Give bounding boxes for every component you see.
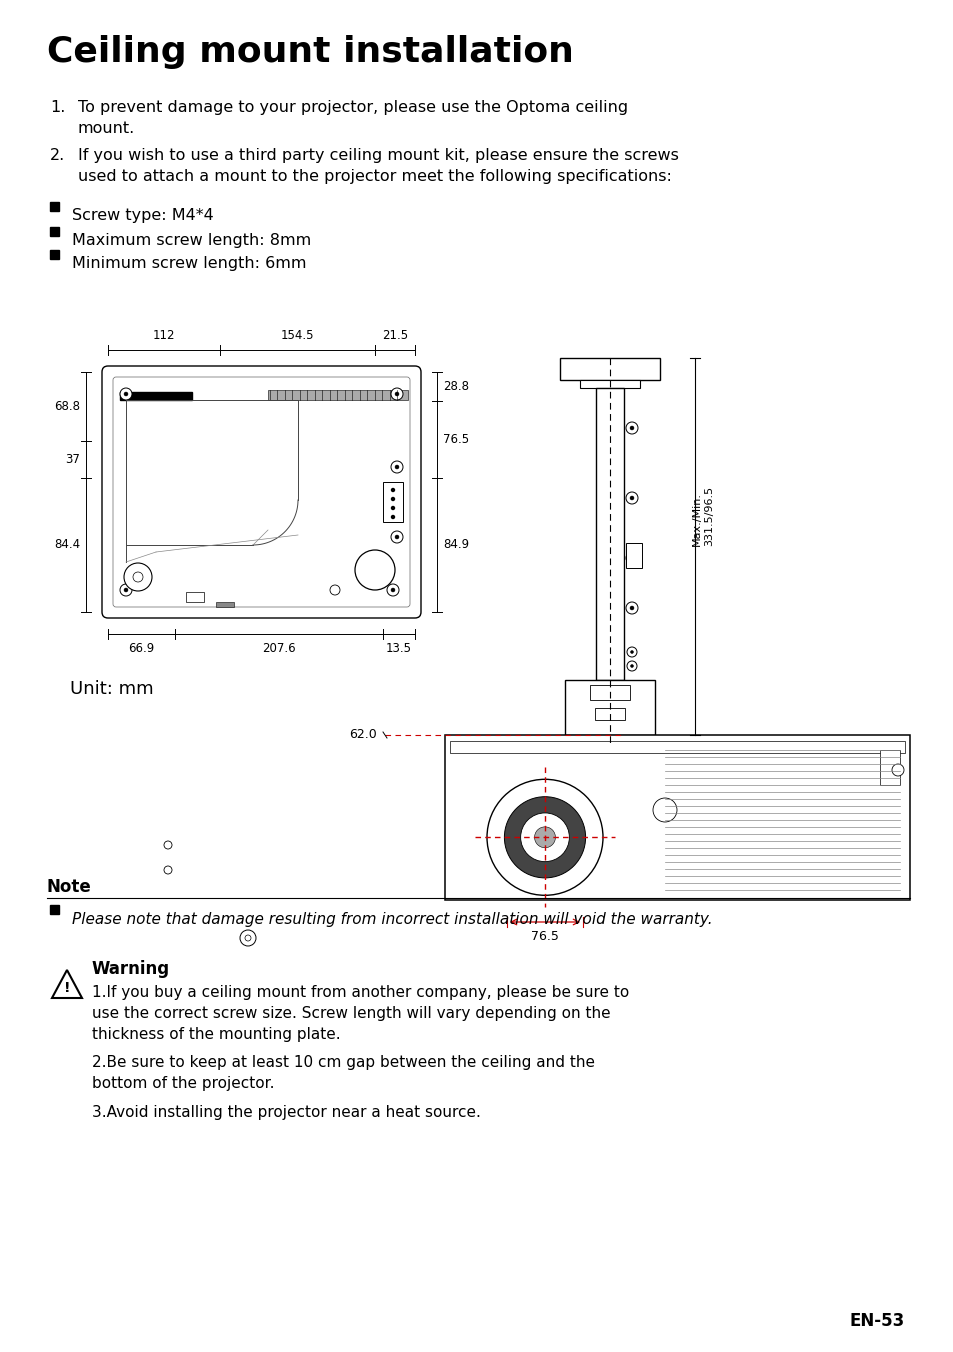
Text: Unit: mm: Unit: mm [70,680,153,698]
Text: 2.Be sure to keep at least 10 cm gap between the ceiling and the
bottom of the p: 2.Be sure to keep at least 10 cm gap bet… [91,1055,595,1091]
Circle shape [330,585,339,595]
Bar [589,685,629,700]
Text: 84.9: 84.9 [442,538,469,552]
Circle shape [391,515,395,519]
Bar [186,592,204,602]
Circle shape [355,550,395,589]
Bar [450,741,904,753]
Circle shape [629,496,634,500]
Circle shape [391,531,402,544]
Circle shape [395,535,398,539]
Circle shape [629,606,634,610]
Text: 112: 112 [152,329,175,342]
Circle shape [391,488,395,492]
Bar [625,544,641,568]
Circle shape [391,507,395,510]
Text: 28.8: 28.8 [442,380,469,393]
Circle shape [504,796,585,877]
Circle shape [132,572,143,581]
Bar [215,602,233,607]
Text: 68.8: 68.8 [54,400,80,412]
Circle shape [124,562,152,591]
Bar [382,483,402,522]
Text: Ceiling mount installation: Ceiling mount installation [47,35,574,69]
Text: To prevent damage to your projector, please use the Optoma ceiling
mount.: To prevent damage to your projector, ple… [78,100,627,137]
Circle shape [652,798,677,822]
Circle shape [629,556,634,560]
Circle shape [534,827,555,848]
Text: Warning: Warning [91,960,170,977]
Text: 37: 37 [65,453,80,466]
Text: EN-53: EN-53 [849,1311,904,1330]
Circle shape [625,602,638,614]
Circle shape [626,648,637,657]
Bar [595,708,624,721]
Text: 66.9: 66.9 [129,642,154,654]
Bar [120,392,192,400]
Text: 154.5: 154.5 [280,329,314,342]
Circle shape [124,588,128,592]
Text: 207.6: 207.6 [262,642,295,654]
Circle shape [625,422,638,434]
Bar [50,250,59,260]
Circle shape [629,426,634,430]
Text: 13.5: 13.5 [386,642,412,654]
Text: Note: Note [47,877,91,896]
FancyBboxPatch shape [102,366,420,618]
Circle shape [630,650,633,653]
Circle shape [891,764,903,776]
Circle shape [164,841,172,849]
Text: Maximum screw length: 8mm: Maximum screw length: 8mm [71,233,311,247]
Circle shape [240,930,255,946]
Circle shape [626,661,637,671]
Circle shape [245,936,251,941]
Circle shape [391,588,395,592]
Circle shape [395,465,398,469]
Circle shape [391,461,402,473]
Text: 76.5: 76.5 [531,930,558,942]
Text: 62.0: 62.0 [349,729,376,741]
Text: Max./Min.
331.5/96.5: Max./Min. 331.5/96.5 [692,487,713,546]
Circle shape [391,388,402,400]
Text: 76.5: 76.5 [442,433,469,446]
Circle shape [120,584,132,596]
Text: 1.: 1. [50,100,66,115]
Text: 21.5: 21.5 [381,329,408,342]
Circle shape [520,813,569,861]
Bar [579,380,639,388]
Circle shape [486,779,602,895]
Bar [268,389,408,400]
Bar [879,750,899,786]
Bar [50,904,59,914]
Text: 1.If you buy a ceiling mount from another company, please be sure to
use the cor: 1.If you buy a ceiling mount from anothe… [91,986,629,1042]
Circle shape [164,867,172,873]
Bar [444,735,909,900]
Text: If you wish to use a third party ceiling mount kit, please ensure the screws
use: If you wish to use a third party ceiling… [78,147,679,184]
Text: Screw type: M4*4: Screw type: M4*4 [71,208,213,223]
Text: 84.4: 84.4 [53,538,80,552]
Text: 3.Avoid installing the projector near a heat source.: 3.Avoid installing the projector near a … [91,1105,480,1119]
Bar [559,358,659,380]
Bar [50,227,59,237]
Text: Minimum screw length: 6mm: Minimum screw length: 6mm [71,256,306,270]
Text: 2.: 2. [50,147,65,164]
Bar [596,388,623,680]
Circle shape [625,492,638,504]
Bar [50,201,59,211]
Circle shape [124,392,128,396]
Circle shape [630,664,633,668]
Circle shape [391,498,395,500]
Text: Please note that damage resulting from incorrect installation will void the warr: Please note that damage resulting from i… [71,913,712,927]
Bar [564,680,655,735]
Circle shape [395,392,398,396]
Circle shape [625,552,638,564]
Text: !: ! [64,982,71,995]
Circle shape [120,388,132,400]
Circle shape [387,584,398,596]
